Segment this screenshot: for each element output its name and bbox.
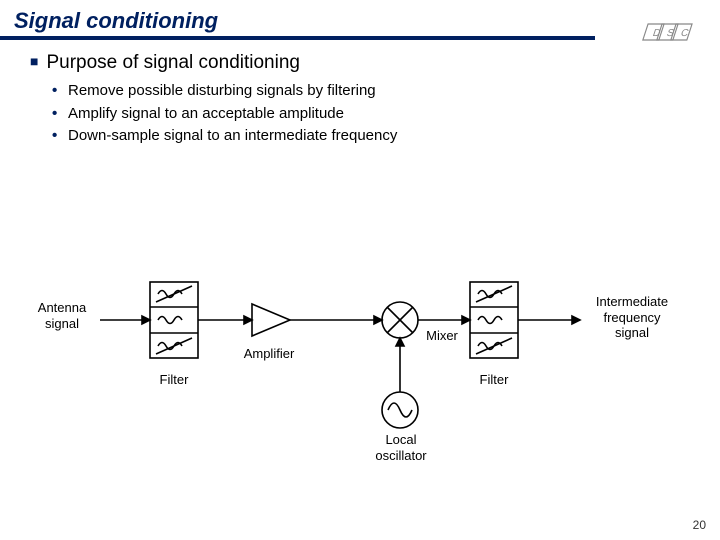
label-oscillator: Localoscillator: [366, 432, 436, 463]
bullet-square-icon: ■: [30, 53, 38, 69]
label-output: Intermediatefrequencysignal: [582, 294, 682, 341]
bullet-list: Remove possible disturbing signals by fi…: [30, 80, 690, 148]
logo-icon: D S C: [628, 18, 698, 50]
section-heading-text: Purpose of signal conditioning: [46, 52, 300, 73]
diagram-svg: [0, 260, 720, 480]
label-filter2: Filter: [472, 372, 516, 388]
list-item: Amplify signal to an acceptable amplitud…: [68, 103, 690, 126]
label-mixer: Mixer: [420, 328, 464, 344]
label-amplifier: Amplifier: [234, 346, 304, 362]
label-filter1: Filter: [152, 372, 196, 388]
content-section: ■ Purpose of signal conditioning Remove p…: [0, 40, 720, 148]
list-item: Down-sample signal to an intermediate fr…: [68, 125, 690, 148]
label-antenna: Antennasignal: [26, 300, 98, 331]
page-number: 20: [693, 518, 706, 532]
list-item: Remove possible disturbing signals by fi…: [68, 80, 690, 103]
section-heading: ■ Purpose of signal conditioning: [30, 52, 690, 74]
slide-title: Signal conditioning: [0, 0, 720, 36]
signal-chain-diagram: Antennasignal Filter Amplifier Mixer Loc…: [0, 260, 720, 480]
